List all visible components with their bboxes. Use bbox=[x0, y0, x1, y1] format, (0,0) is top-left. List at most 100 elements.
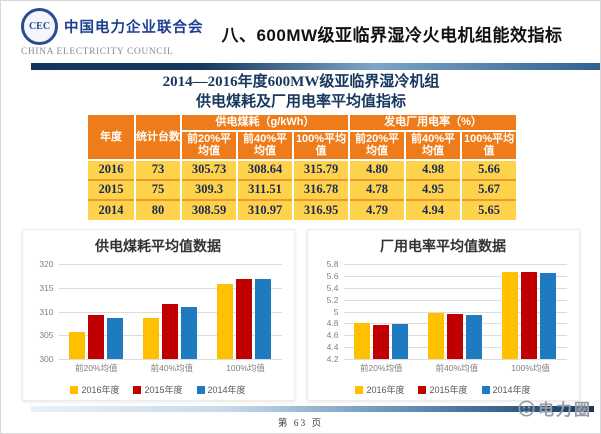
gridline: 5.8 bbox=[327, 259, 567, 269]
table-cell: 5.67 bbox=[460, 178, 519, 200]
table-header-row-2: 前20%平均值 前40%平均值 100%平均值 前20%平均值 前40%平均值 100%平… bbox=[87, 129, 519, 161]
sub-col-header: 前20%平均值 bbox=[348, 129, 407, 161]
bar-group bbox=[353, 323, 408, 359]
x-axis-category-label: 前40%均值 bbox=[150, 363, 194, 373]
bar bbox=[255, 278, 272, 359]
legend-swatch bbox=[196, 385, 205, 394]
legend-swatch bbox=[481, 385, 490, 394]
watermark-face-icon bbox=[518, 400, 535, 416]
col-header-year: 年度 bbox=[86, 113, 136, 161]
bar-groups bbox=[344, 264, 567, 359]
sub-col-header: 前40%平均值 bbox=[236, 129, 294, 161]
table-cell: 5.66 bbox=[460, 158, 519, 180]
bar bbox=[427, 312, 444, 359]
legend-item: 2014年度 bbox=[196, 383, 246, 396]
bar bbox=[161, 304, 178, 359]
gridline: 5.2 bbox=[327, 295, 567, 305]
table-cell: 4.98 bbox=[404, 158, 463, 180]
bar-group bbox=[502, 271, 557, 359]
cec-logo-icon: CEC bbox=[21, 8, 58, 45]
bar bbox=[68, 331, 85, 359]
bar bbox=[106, 318, 123, 359]
chart-title: 供电煤耗平均值数据 bbox=[95, 238, 221, 254]
bar bbox=[540, 272, 557, 359]
table-cell: 308.59 bbox=[180, 198, 238, 220]
legend-label: 2016年度 bbox=[81, 385, 120, 395]
bar bbox=[446, 314, 463, 359]
y-axis-tick-label: 310 bbox=[39, 306, 54, 317]
chart-legend: 2016年度 2015年度 2014年度 bbox=[308, 383, 579, 396]
y-axis-tick-label: 5.4 bbox=[326, 282, 339, 293]
efficiency-table: 年度 统计台数 供电煤耗（g/kWh） 发电厂用电率（%） 前20%平均值 前40… bbox=[86, 113, 519, 220]
col-group-coal: 供电煤耗（g/kWh） bbox=[179, 113, 351, 132]
chart-x-labels: 前20%均值 前40%均值 100%均值 bbox=[344, 362, 567, 374]
table-cell: 4.80 bbox=[348, 158, 407, 180]
chart-plot-area: 300 305 310 315 320 bbox=[39, 259, 282, 364]
legend-item: 2014年度 bbox=[481, 383, 531, 396]
legend-swatch bbox=[70, 385, 79, 394]
table-row: 2016 73 305.73 308.64 315.79 4.80 4.98 5.66 bbox=[86, 158, 519, 180]
table-cell: 80 bbox=[134, 198, 182, 220]
table-cell: 2015 bbox=[86, 178, 136, 200]
chart-title: 厂用电率平均值数据 bbox=[380, 238, 506, 254]
legend-item: 2015年度 bbox=[133, 383, 183, 396]
sub-col-header: 100%平均值 bbox=[460, 129, 519, 161]
table-title-line1: 2014—2016年度600MW级亚临界湿冷机组 bbox=[162, 74, 440, 90]
chart-legend: 2016年度 2015年度 2014年度 bbox=[23, 383, 294, 396]
col-header-units: 统计台数 bbox=[134, 113, 182, 161]
watermark-text: 电力圈 bbox=[537, 402, 592, 419]
bar-groups bbox=[59, 264, 282, 359]
sub-col-header: 前40%平均值 bbox=[404, 129, 463, 161]
org-name-en: CHINA ELECTRICITY COUNCIL bbox=[21, 47, 174, 57]
legend-swatch bbox=[133, 385, 142, 394]
charts-row: 供电煤耗平均值数据 300 305 310 315 320 前20%均值 前40%均值 10… bbox=[1, 229, 600, 401]
bar bbox=[353, 323, 370, 359]
legend-swatch bbox=[418, 385, 427, 394]
table-cell: 310.97 bbox=[236, 198, 294, 220]
x-axis-category-label: 前20%均值 bbox=[75, 363, 118, 373]
chart-plot-area: 4.2 4.4 4.6 4.8 5 5.2 5.4 5.6 5.8 bbox=[327, 259, 567, 364]
table-cell: 4.94 bbox=[404, 198, 463, 220]
legend-item: 2015年度 bbox=[418, 383, 468, 396]
org-name-cn: 中国电力企业联合会 bbox=[64, 20, 204, 36]
table-row: 2014 80 308.59 310.97 316.95 4.79 4.94 5.65 bbox=[86, 198, 519, 220]
table-row: 2015 75 309.3 311.51 316.78 4.78 4.95 5.67 bbox=[86, 178, 519, 200]
y-axis-tick-label: 5.8 bbox=[326, 259, 339, 269]
y-axis-tick-label: 4.2 bbox=[326, 354, 339, 364]
bar bbox=[372, 324, 389, 359]
bar bbox=[180, 306, 197, 359]
y-axis-tick-label: 4.8 bbox=[326, 318, 339, 329]
x-axis-category-label: 前20%均值 bbox=[360, 363, 403, 373]
bar bbox=[217, 284, 234, 359]
x-axis-category-label: 100%均值 bbox=[226, 363, 265, 373]
bar bbox=[521, 271, 538, 359]
legend-label: 2016年度 bbox=[366, 385, 405, 395]
bar bbox=[391, 323, 408, 359]
table-cell: 75 bbox=[134, 178, 182, 200]
bar bbox=[502, 272, 519, 359]
bar-group bbox=[142, 304, 197, 359]
y-axis-tick-label: 305 bbox=[39, 330, 54, 341]
sub-col-header: 前20%平均值 bbox=[180, 129, 238, 161]
bar bbox=[236, 279, 253, 359]
org-logo-block: CEC 中国电力企业联合会 CHINA ELECTRICITY COUNCIL bbox=[21, 8, 204, 57]
legend-item: 2016年度 bbox=[70, 383, 119, 396]
gridline: 320 bbox=[39, 259, 282, 269]
bar bbox=[142, 317, 159, 359]
bar bbox=[87, 314, 104, 359]
col-group-aux: 发电厂用电率（%） bbox=[348, 113, 519, 132]
bar bbox=[465, 315, 482, 359]
table-cell: 315.79 bbox=[291, 158, 351, 180]
table-cell: 309.3 bbox=[180, 178, 238, 200]
legend-label: 2014年度 bbox=[492, 385, 531, 395]
y-axis-tick-label: 5 bbox=[333, 306, 339, 317]
gridline: 5.6 bbox=[327, 271, 567, 281]
table-cell: 4.95 bbox=[404, 178, 463, 200]
table-cell: 308.64 bbox=[236, 158, 294, 180]
header-divider-bar bbox=[31, 63, 600, 70]
table-cell: 4.78 bbox=[348, 178, 407, 200]
chart-card-coal-consumption: 供电煤耗平均值数据 300 305 310 315 320 前20%均值 前40%均值 10… bbox=[21, 229, 295, 401]
table-title-line2: 供电煤耗及厂用电率平均值指标 bbox=[195, 94, 406, 110]
table-cell: 73 bbox=[134, 158, 182, 180]
